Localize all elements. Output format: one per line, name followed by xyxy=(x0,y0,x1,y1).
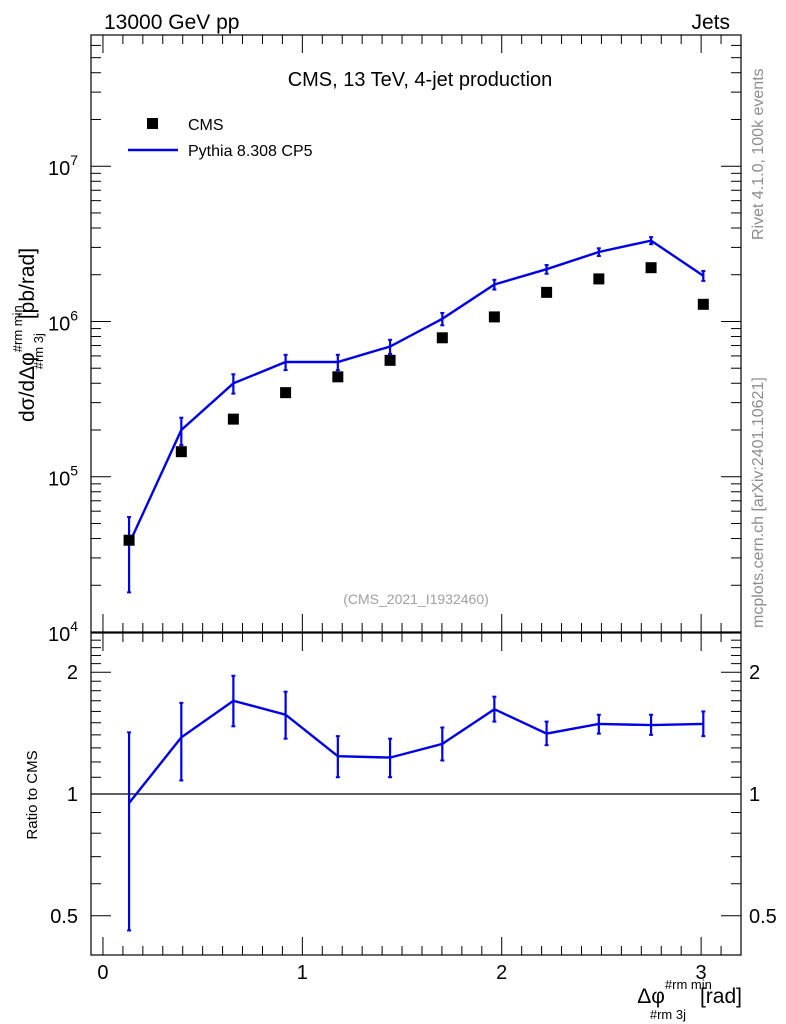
legend-label-pythia: Pythia 8.308 CP5 xyxy=(188,143,313,160)
cms-data-point xyxy=(593,273,605,285)
x-label-base: Δφ xyxy=(637,985,665,1008)
analysis-watermark: (CMS_2021_I1932460) xyxy=(343,591,489,607)
x-tick-label: 1 xyxy=(297,962,308,984)
y-tick-label-ratio: 1 xyxy=(67,784,78,806)
y-label-sub: #rm 3j xyxy=(31,333,46,369)
chart-title: CMS, 13 TeV, 4-jet production xyxy=(288,69,553,91)
y-label-sup: #rm min xyxy=(10,305,25,352)
cms-data-point xyxy=(123,534,135,546)
cms-data-point xyxy=(227,413,239,425)
y-tick-label-ratio: 0.5 xyxy=(50,906,78,928)
y-tick-label-main: 106 xyxy=(48,307,78,335)
x-label-unit: [rad] xyxy=(700,985,742,1008)
y-tick-label-ratio-right: 0.5 xyxy=(749,906,777,928)
y-tick-label-main: 107 xyxy=(48,152,78,180)
main-series xyxy=(123,236,709,594)
pythia-line xyxy=(128,239,704,545)
svg-text:Δφ#rm min#rm 3j[rad]: Δφ#rm min #rm 3j [rad] xyxy=(637,977,742,1022)
cms-data-point xyxy=(384,354,396,366)
y-tick-label-main: 105 xyxy=(48,463,78,491)
header-category: Jets xyxy=(691,11,730,34)
cms-data-point xyxy=(436,332,448,344)
y-label-unit: [pb/rad] xyxy=(16,248,39,319)
y-tick-label-ratio-right: 1 xyxy=(749,784,760,806)
header-process: 13000 GeV pp xyxy=(104,11,239,34)
cms-data-point xyxy=(697,298,709,310)
ratio-series xyxy=(91,674,741,932)
cms-data-point xyxy=(175,446,187,458)
y-tick-label-main: 104 xyxy=(48,618,78,646)
svg-text:dσ/dΔφ#rm min#rm 3j[pb/rad]: dσ/dΔφ#rm min #rm 3j [pb/rad] xyxy=(10,248,46,422)
main-panel-frame xyxy=(90,34,742,633)
x-axis-label: Δφ#rm min #rm 3j [rad] xyxy=(637,977,742,1022)
x-label-sub: #rm 3j xyxy=(650,1007,686,1022)
legend-marker-cms xyxy=(147,118,158,129)
cms-data-point xyxy=(645,262,657,274)
y-label-base: dσ/dΔφ xyxy=(16,352,39,422)
cms-data-point xyxy=(541,286,553,298)
y-axis-label-ratio: Ratio to CMS xyxy=(24,750,41,839)
legend: CMS Pythia 8.308 CP5 xyxy=(128,117,313,160)
ratio-line xyxy=(128,699,704,804)
axis-tick-labels: 104 105 106 107 0.5 0.5 1 1 2 2 0 1 2 3 xyxy=(48,152,777,984)
y-tick-label-ratio-right: 2 xyxy=(749,662,760,684)
cms-data-point xyxy=(332,371,344,383)
y-tick-label-ratio: 2 xyxy=(67,662,78,684)
legend-label-cms: CMS xyxy=(188,117,224,134)
rivet-version-label: Rivet 4.1.0, 100k events xyxy=(750,68,767,240)
axis-ticks xyxy=(91,34,742,956)
mcplots-source-label: mcplots.cern.ch [arXiv:2401.10621] xyxy=(750,377,767,628)
cms-data-point xyxy=(488,311,500,323)
cms-data-point xyxy=(280,387,292,399)
x-tick-label: 0 xyxy=(97,962,108,984)
x-label-sup: #rm min xyxy=(665,977,712,992)
y-axis-label-main: dσ/dΔφ#rm min #rm 3j [pb/rad] xyxy=(10,248,46,422)
x-tick-label: 3 xyxy=(696,962,707,984)
x-tick-label: 2 xyxy=(496,962,507,984)
